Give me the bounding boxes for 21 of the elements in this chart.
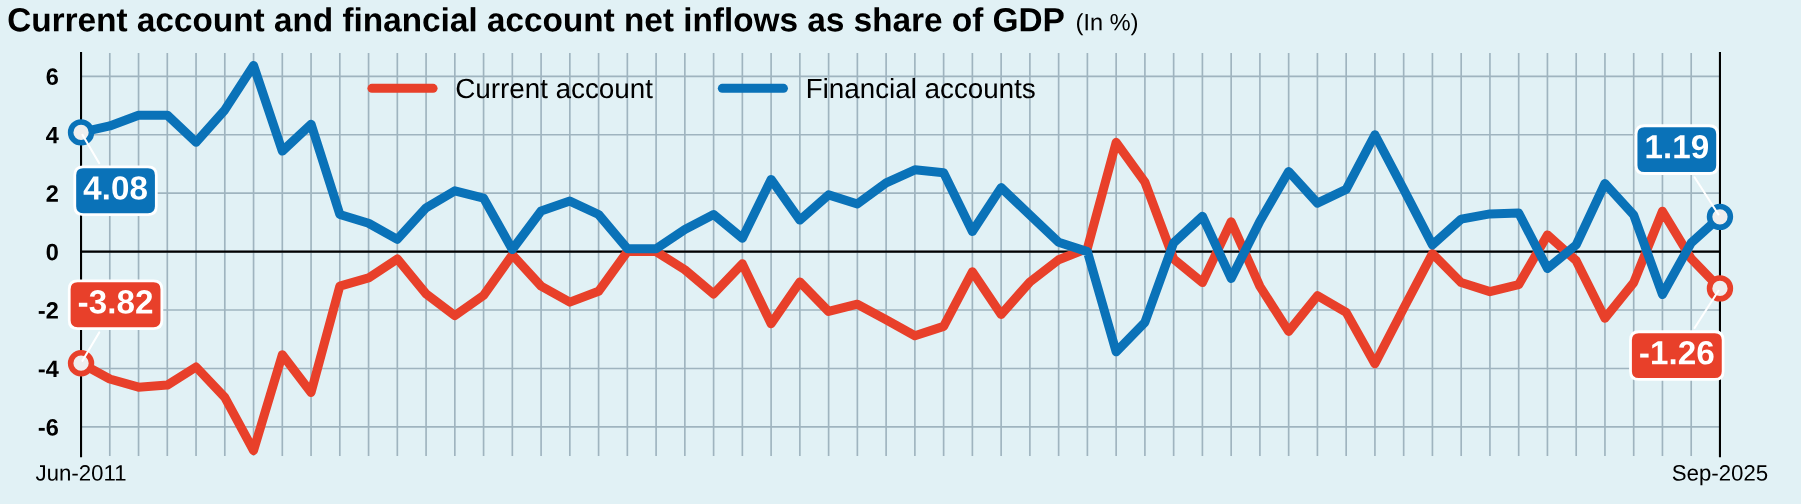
y-tick-label: -2 — [38, 302, 58, 319]
point — [1706, 275, 1734, 302]
chart-title: Current account and financial account net inflows as share of GDP — [8, 7, 1064, 32]
legend-label: Current account — [456, 78, 653, 99]
y-tick-label: 0 — [46, 243, 58, 261]
x-tick-label: Sep-2025 — [1672, 465, 1768, 486]
data-label: 1.19 — [1646, 134, 1709, 159]
y-tick-label: -4 — [38, 360, 59, 378]
legend-label: Financial accounts — [807, 77, 1035, 99]
point — [1706, 203, 1734, 231]
point — [67, 119, 95, 146]
chart-subtitle: (In %) — [1077, 13, 1138, 36]
data-label: 4.08 — [83, 176, 147, 200]
y-tick-label: 2 — [46, 185, 58, 202]
x-tick-label: Jun-2011 — [35, 465, 126, 481]
data-label: -1.26 — [1640, 340, 1714, 365]
y-tick-label: 4 — [46, 127, 59, 144]
y-tick-label: -6 — [38, 418, 58, 436]
data-label: -3.82 — [78, 290, 153, 314]
point — [67, 350, 95, 377]
y-tick-label: 6 — [46, 68, 58, 86]
